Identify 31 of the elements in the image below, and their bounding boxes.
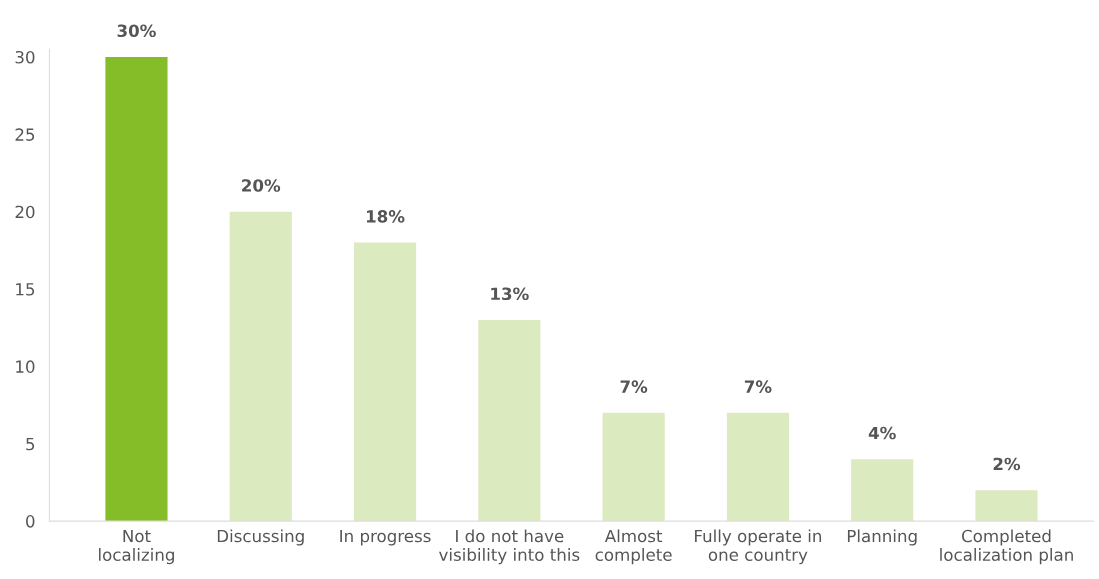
y-tick-label: 15 [16,283,35,296]
x-tick-label: Not localizing [99,529,174,565]
y-tick-label: 0 [26,515,35,528]
bar [851,459,914,522]
data-label: 18% [366,210,405,223]
x-tick-label: I do not have visibility into this [439,529,580,565]
bar [105,56,168,522]
y-tick-label: 20 [15,205,35,219]
y-tick-label: 5 [26,437,35,451]
data-label: 13% [491,287,529,301]
data-label: 20% [242,179,281,192]
data-label: 4% [868,426,896,440]
bar [229,211,292,522]
bar [975,490,1038,522]
data-label: 2% [993,457,1021,471]
bar [478,319,541,522]
data-label: 7% [620,380,648,393]
y-tick-label: 30 [15,50,35,64]
x-tick-label: Almost complete [595,529,672,565]
bar [602,412,665,522]
data-label: 7% [744,380,772,393]
bar [726,412,789,522]
x-tick-label: Planning [847,529,917,546]
data-label: 30% [117,24,156,38]
x-tick-label: Fully operate in one country [695,529,822,565]
bar [353,242,417,522]
x-tick-label: In progress [340,529,431,546]
x-tick-label: Completed localization plan [940,529,1073,565]
y-tick-label: 10 [16,360,35,373]
y-tick-label: 25 [15,128,35,141]
x-tick-label: Discussing [217,529,304,546]
